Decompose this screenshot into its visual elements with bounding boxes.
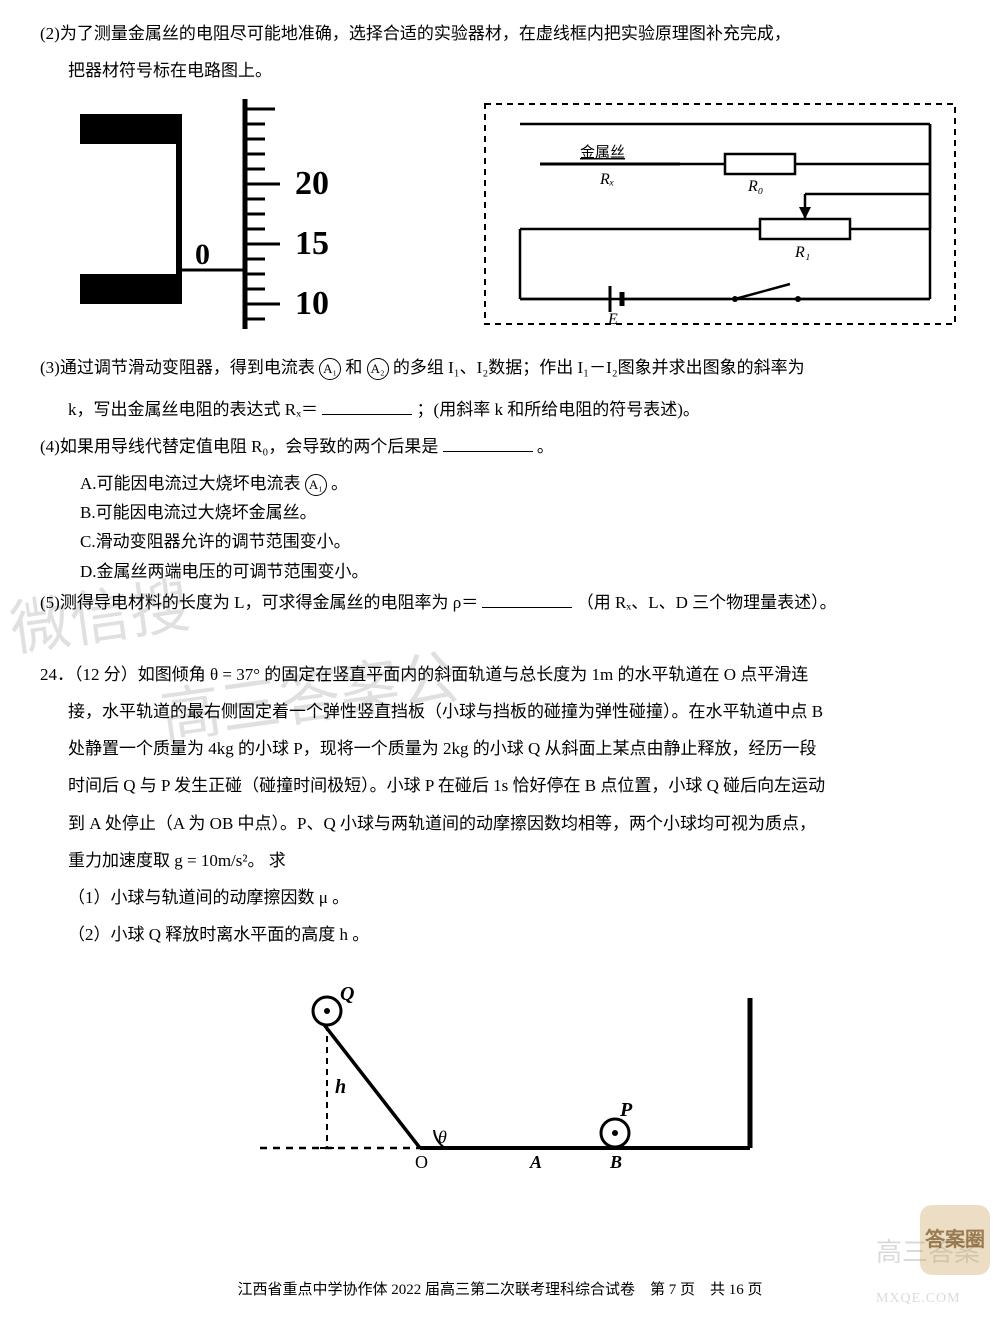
q4-stem: (4)如果用导线代替定值电阻 R₀，会导致的两个后果是 xyxy=(40,437,438,456)
q3-line1: (3)通过调节滑动变阻器，得到电流表 A₁ 和 A₂ 的多组 I₁、I₂数据；作… xyxy=(40,354,960,381)
q24-l6: 重力加速度取 g = 10m/s²。 求 xyxy=(40,847,960,874)
tick-20: 20 xyxy=(295,165,329,202)
b-label: B xyxy=(609,1152,622,1172)
q4-option-a: A.可能因电流过大烧坏电流表 A₁ 。 xyxy=(40,470,960,497)
tick-15: 15 xyxy=(295,225,329,262)
rx-label: Rₓ xyxy=(599,171,614,188)
tick-10: 10 xyxy=(295,285,329,322)
blank-rx[interactable] xyxy=(322,396,412,415)
q24-l2: 接，水平轨道的最右侧固定着一个弹性竖直挡板（小球与挡板的碰撞为弹性碰撞）。在水平… xyxy=(40,698,960,725)
a-label: A xyxy=(529,1152,542,1172)
q4-option-b: B.可能因电流过大烧坏金属丝。 xyxy=(40,499,960,526)
q5-b: （用 Rₓ、L、D 三个物理量表述）。 xyxy=(577,593,837,612)
q24-l3: 处静置一个质量为 4kg 的小球 P，现将一个质量为 2kg 的小球 Q 从斜面… xyxy=(40,735,960,762)
q5-text: (5)测得导电材料的长度为 L，可求得金属丝的电阻率为 ρ＝ （用 Rₓ、L、D… xyxy=(40,589,960,616)
q2-line1: (2)为了测量金属丝的电阻尽可能地准确，选择合适的实验器材，在虚线框内把实验原理… xyxy=(40,20,960,47)
q3-a: (3)通过调节滑动变阻器，得到电流表 xyxy=(40,358,315,377)
q4-option-d: D.金属丝两端电压的可调节范围变小。 xyxy=(40,558,960,585)
q4-period: 。 xyxy=(537,437,554,456)
q4-text: (4)如果用导线代替定值电阻 R₀，会导致的两个后果是 。 xyxy=(40,433,960,460)
theta-label: θ xyxy=(438,1127,447,1147)
ammeter-a1-icon-small: A₁ xyxy=(305,474,327,496)
h-label: h xyxy=(335,1076,346,1098)
wire-label: 金属丝 xyxy=(580,144,625,161)
opt-a-tail: 。 xyxy=(331,474,348,493)
q24-diagram: θ O A B Q h P xyxy=(220,968,780,1188)
ammeter-a2-icon: A₂ xyxy=(367,358,389,380)
p-label: P xyxy=(619,1099,633,1121)
micrometer-figure: 0 20 15 10 xyxy=(80,99,380,329)
o-label: O xyxy=(415,1152,428,1172)
opt-a-text: A.可能因电流过大烧坏电流表 xyxy=(80,474,301,493)
ammeter-a1-icon: A₁ xyxy=(319,358,341,380)
figures-row: 0 20 15 10 xyxy=(80,99,960,329)
q2-line2: 把器材符号标在电路图上。 xyxy=(40,57,960,84)
q4-option-c: C.滑动变阻器允许的调节范围变小。 xyxy=(40,528,960,555)
r0-label: R₀ xyxy=(747,178,763,195)
q5-a: (5)测得导电材料的长度为 L，可求得金属丝的电阻率为 ρ＝ xyxy=(40,593,478,612)
q-label: Q xyxy=(340,983,354,1005)
q24-l1: 24．（12 分）如图倾角 θ = 37° 的固定在竖直平面内的斜面轨道与总长度… xyxy=(40,661,960,688)
q24-sub2: （2）小球 Q 释放时离水平面的高度 h 。 xyxy=(40,921,960,948)
blank-q4[interactable] xyxy=(443,433,533,452)
page-footer: 江西省重点中学协作体 2022 届高三第二次联考理科综合试卷 第 7 页 共 1… xyxy=(0,1278,1000,1302)
circuit-figure: 金属丝 Rₓ R₀ R₁ E xyxy=(480,99,960,329)
q3-2b: ；(用斜率 k 和所给电阻的符号表述)。 xyxy=(417,400,700,419)
q24-block: 24．（12 分）如图倾角 θ = 37° 的固定在竖直平面内的斜面轨道与总长度… xyxy=(40,661,960,949)
q24-sub1: （1）小球与轨道间的动摩擦因数 μ 。 xyxy=(40,884,960,911)
r1-label: R₁ xyxy=(794,244,810,261)
q3-b: 的多组 I₁、I₂数据；作出 I₁－I₂图象并求出图象的斜率为 xyxy=(393,358,805,377)
q3-mid: 和 xyxy=(345,358,362,377)
q24-l5: 到 A 处停止（A 为 OB 中点）。P、Q 小球与两轨道间的动摩擦因数均相等，… xyxy=(40,810,960,837)
q3-line2: k，写出金属丝电阻的表达式 Rₓ＝ ；(用斜率 k 和所给电阻的符号表述)。 xyxy=(40,396,960,423)
badge-text: 答案圈 xyxy=(925,1224,985,1256)
q3-2a: k，写出金属丝电阻的表达式 Rₓ＝ xyxy=(68,400,318,419)
corner-badge: 答案圈 xyxy=(920,1205,990,1275)
blank-rho[interactable] xyxy=(482,589,572,608)
e-label: E xyxy=(607,311,618,328)
micrometer-zero: 0 xyxy=(195,238,210,271)
q24-l4: 时间后 Q 与 P 发生正碰（碰撞时间极短）。小球 P 在碰后 1s 恰好停在 … xyxy=(40,772,960,799)
